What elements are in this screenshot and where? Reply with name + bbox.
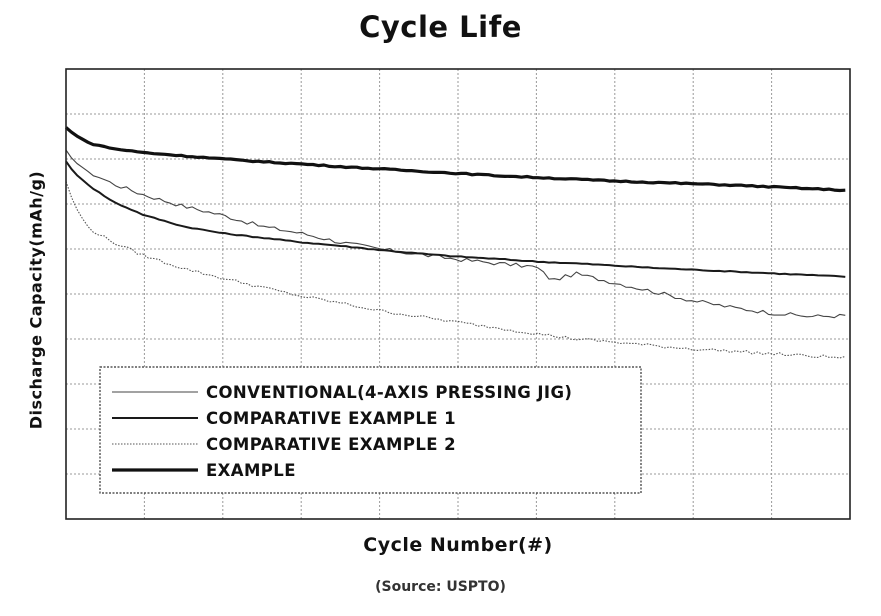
series-line-4: [64, 126, 846, 193]
legend-label-4: EXAMPLE: [206, 461, 296, 480]
series-line-1: [65, 149, 846, 319]
series-line-3: [65, 181, 846, 359]
legend-label-3: COMPARATIVE EXAMPLE 2: [206, 435, 456, 454]
legend-box: [99, 366, 642, 494]
plot-frame: [65, 68, 851, 520]
legend-label-2: COMPARATIVE EXAMPLE 1: [206, 409, 456, 428]
source-note: (Source: USPTO): [375, 579, 506, 595]
series-line-2: [65, 160, 846, 278]
legend: CONVENTIONAL(4-AXIS PRESSING JIG) COMPARA…: [99, 366, 642, 494]
legend-label-1: CONVENTIONAL(4-AXIS PRESSING JIG): [206, 383, 572, 402]
x-axis-label: Cycle Number(#): [363, 534, 553, 556]
series-group: [64, 126, 846, 359]
chart-title: Cycle Life: [359, 10, 522, 44]
